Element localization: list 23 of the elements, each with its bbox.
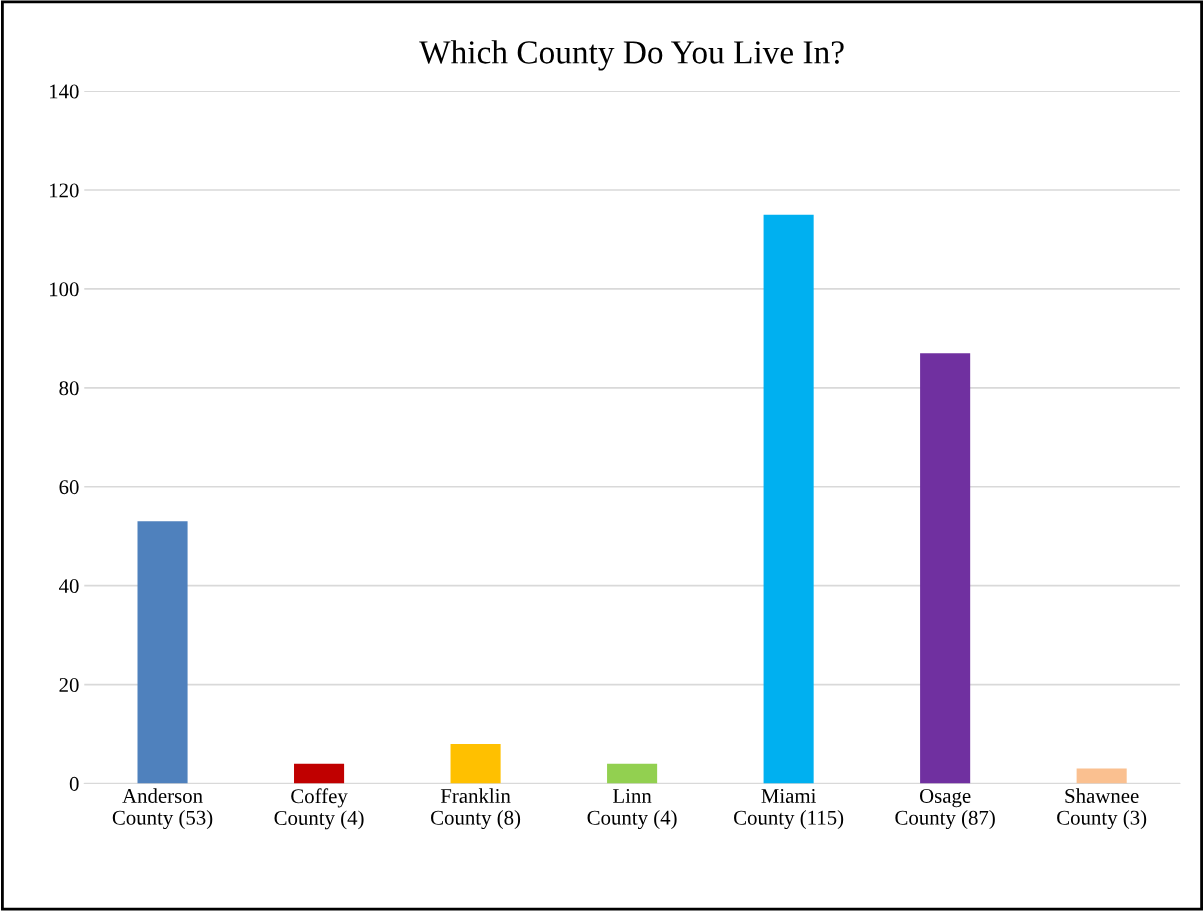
y-tick-label: 80	[59, 381, 79, 396]
chart-title: Which County Do You Live In?	[419, 40, 844, 71]
bar	[763, 214, 814, 784]
bar	[1076, 768, 1127, 784]
bar	[450, 743, 501, 784]
x-tick-label: Anderson County (53)	[112, 788, 213, 830]
y-tick-label: 120	[50, 183, 79, 198]
bar	[920, 353, 971, 784]
y-tick-label: 20	[59, 677, 79, 692]
y-tick-label: 40	[58, 579, 79, 594]
x-tick-label: Miami County (115)	[734, 788, 844, 830]
bar	[607, 763, 658, 784]
y-tick-label: 60	[59, 480, 79, 495]
y-tick-label: 100	[50, 282, 79, 297]
x-tick-label: Shawnee County (3)	[1057, 788, 1147, 830]
x-tick-label: Linn County (4)	[587, 788, 677, 830]
x-tick-label: Osage County (87)	[895, 788, 995, 830]
bar	[294, 763, 345, 784]
x-tick-label: Coffey County (4)	[274, 788, 364, 830]
bar	[137, 521, 188, 784]
x-tick-label: Franklin County (8)	[431, 788, 521, 830]
y-tick-label: 0	[69, 776, 79, 791]
y-tick-label: 140	[50, 84, 79, 99]
